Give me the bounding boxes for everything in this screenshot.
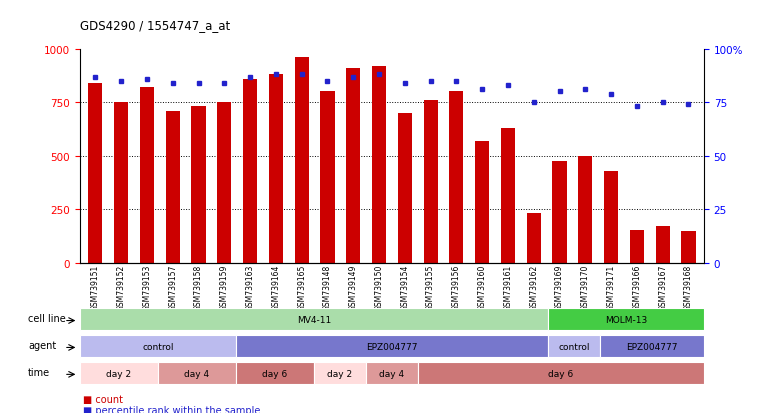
Text: ■ percentile rank within the sample: ■ percentile rank within the sample bbox=[83, 405, 260, 413]
Bar bbox=[80, 309, 548, 330]
Bar bbox=[548, 335, 600, 357]
Bar bbox=[366, 362, 418, 384]
Text: GDS4290 / 1554747_a_at: GDS4290 / 1554747_a_at bbox=[80, 19, 230, 31]
Bar bbox=[80, 335, 236, 357]
Bar bbox=[372, 66, 386, 263]
Bar bbox=[475, 141, 489, 263]
Text: cell line: cell line bbox=[28, 313, 65, 323]
Bar bbox=[88, 84, 103, 263]
Text: MV4-11: MV4-11 bbox=[297, 315, 331, 324]
Bar bbox=[140, 88, 154, 263]
Bar bbox=[166, 112, 180, 263]
Text: day 6: day 6 bbox=[548, 369, 574, 377]
Bar bbox=[552, 161, 567, 263]
Bar bbox=[269, 75, 283, 263]
Bar bbox=[217, 103, 231, 263]
Bar bbox=[236, 335, 548, 357]
Bar bbox=[158, 362, 236, 384]
Bar bbox=[295, 58, 309, 263]
Bar bbox=[604, 171, 618, 263]
Bar bbox=[80, 362, 158, 384]
Bar bbox=[243, 79, 257, 263]
Bar bbox=[424, 101, 438, 263]
Bar bbox=[398, 114, 412, 263]
Text: day 4: day 4 bbox=[184, 369, 209, 377]
Bar bbox=[501, 128, 515, 263]
Text: control: control bbox=[142, 342, 174, 351]
Bar bbox=[630, 230, 644, 263]
Bar bbox=[681, 231, 696, 263]
Text: EPZ004777: EPZ004777 bbox=[626, 342, 678, 351]
Text: MOLM-13: MOLM-13 bbox=[605, 315, 647, 324]
Text: control: control bbox=[558, 342, 590, 351]
Bar bbox=[236, 362, 314, 384]
Text: day 4: day 4 bbox=[379, 369, 405, 377]
Bar bbox=[314, 362, 366, 384]
Text: agent: agent bbox=[28, 340, 56, 350]
Text: time: time bbox=[28, 367, 50, 377]
Bar bbox=[114, 103, 129, 263]
Text: day 2: day 2 bbox=[327, 369, 352, 377]
Text: EPZ004777: EPZ004777 bbox=[366, 342, 418, 351]
Bar bbox=[655, 227, 670, 263]
Text: day 6: day 6 bbox=[263, 369, 288, 377]
Bar bbox=[527, 214, 541, 263]
Text: ■ count: ■ count bbox=[83, 394, 123, 404]
Bar bbox=[418, 362, 704, 384]
Bar bbox=[346, 69, 360, 263]
Bar bbox=[449, 92, 463, 263]
Bar bbox=[548, 309, 704, 330]
Bar bbox=[600, 335, 704, 357]
Text: day 2: day 2 bbox=[107, 369, 132, 377]
Bar bbox=[192, 107, 205, 263]
Bar bbox=[578, 157, 592, 263]
Bar bbox=[320, 92, 335, 263]
